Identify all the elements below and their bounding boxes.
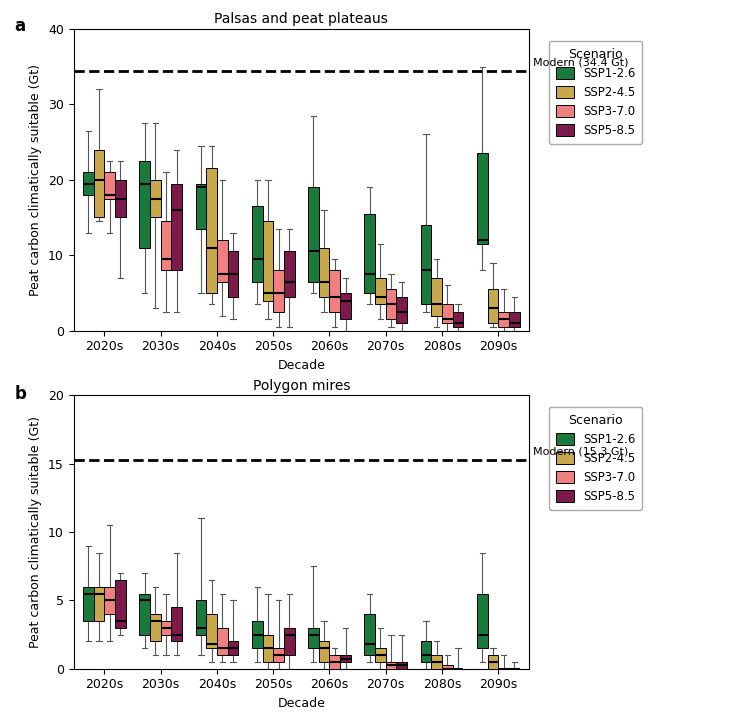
Bar [228, 252, 238, 297]
Text: b: b [14, 385, 26, 403]
Bar [420, 225, 431, 304]
Bar [262, 221, 273, 301]
Bar [140, 161, 150, 247]
Bar [171, 607, 182, 641]
Bar [319, 641, 329, 661]
Bar [83, 172, 94, 195]
Bar [498, 312, 509, 327]
X-axis label: Decade: Decade [277, 359, 326, 372]
Bar [94, 150, 104, 217]
Bar [104, 587, 115, 614]
Bar [207, 168, 217, 293]
Bar [217, 240, 228, 282]
Bar [420, 641, 431, 661]
Bar [252, 206, 262, 282]
Bar [329, 270, 340, 312]
Bar [453, 312, 463, 327]
Bar [329, 655, 340, 669]
Bar [375, 278, 386, 304]
Bar [252, 620, 262, 649]
Bar [431, 655, 442, 669]
Bar [228, 641, 238, 655]
Bar [262, 634, 273, 661]
Text: Modern (34.4 Gt): Modern (34.4 Gt) [533, 58, 628, 68]
Bar [94, 587, 104, 620]
Bar [217, 628, 228, 655]
Bar [396, 661, 407, 669]
Bar [340, 655, 351, 661]
Y-axis label: Peat carbon climatically suitable (Gt): Peat carbon climatically suitable (Gt) [29, 416, 43, 648]
Bar [150, 180, 161, 217]
Legend: SSP1-2.6, SSP2-4.5, SSP3-7.0, SSP5-8.5: SSP1-2.6, SSP2-4.5, SSP3-7.0, SSP5-8.5 [549, 407, 642, 510]
Bar [487, 289, 498, 323]
Bar [273, 270, 284, 312]
Bar [308, 628, 319, 649]
Legend: SSP1-2.6, SSP2-4.5, SSP3-7.0, SSP5-8.5: SSP1-2.6, SSP2-4.5, SSP3-7.0, SSP5-8.5 [549, 41, 642, 144]
Bar [308, 187, 319, 282]
Bar [340, 293, 351, 319]
Bar [83, 587, 94, 620]
Bar [284, 252, 295, 297]
Text: a: a [14, 17, 26, 35]
X-axis label: Decade: Decade [277, 697, 326, 710]
Bar [386, 661, 396, 669]
Bar [161, 221, 171, 270]
Bar [196, 600, 207, 634]
Bar [284, 628, 295, 655]
Bar [140, 594, 150, 634]
Bar [104, 172, 115, 198]
Bar [365, 214, 375, 293]
Bar [365, 614, 375, 655]
Bar [477, 153, 487, 244]
Bar [386, 289, 396, 319]
Title: Polygon mires: Polygon mires [253, 379, 350, 393]
Y-axis label: Peat carbon climatically suitable (Gt): Peat carbon climatically suitable (Gt) [29, 64, 43, 296]
Bar [442, 664, 453, 669]
Bar [477, 594, 487, 649]
Title: Palsas and peat plateaus: Palsas and peat plateaus [215, 12, 388, 26]
Bar [442, 304, 453, 323]
Bar [115, 580, 126, 628]
Bar [115, 180, 126, 217]
Bar [150, 614, 161, 641]
Bar [431, 278, 442, 316]
Bar [207, 614, 217, 649]
Bar [319, 247, 329, 297]
Bar [396, 297, 407, 323]
Bar [487, 655, 498, 669]
Bar [196, 183, 207, 229]
Bar [509, 312, 520, 327]
Bar [273, 649, 284, 661]
Bar [161, 620, 171, 634]
Bar [375, 649, 386, 661]
Bar [171, 183, 182, 270]
Text: Modern (15.3 Gt): Modern (15.3 Gt) [533, 446, 628, 456]
